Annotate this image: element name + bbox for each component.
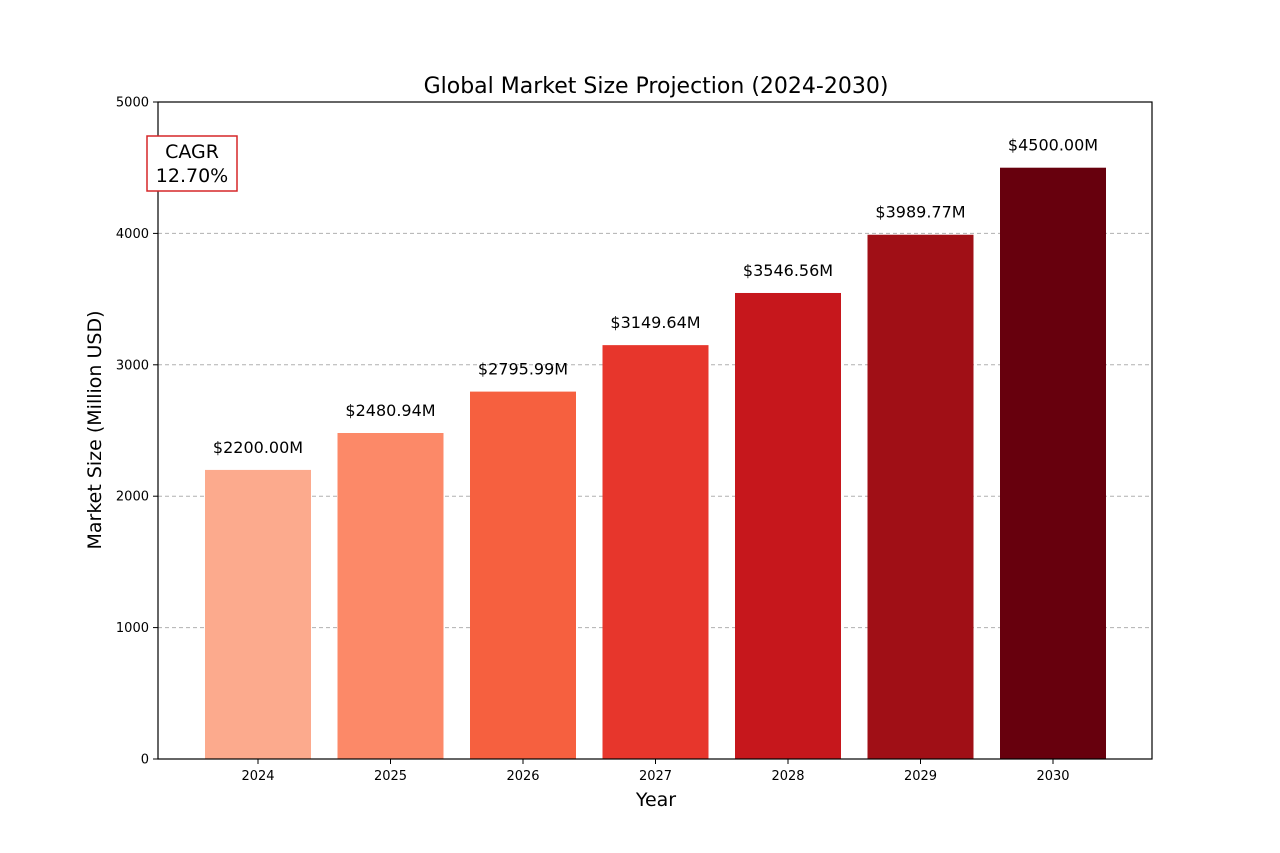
y-tick-label: 0 bbox=[141, 753, 149, 768]
cagr-title: CAGR bbox=[165, 141, 219, 163]
bar-2030 bbox=[1000, 167, 1106, 759]
bar-value-label: $4500.00M bbox=[1008, 136, 1098, 155]
bar-value-label: $2480.94M bbox=[345, 401, 435, 420]
x-tick-label: 2029 bbox=[904, 769, 937, 784]
y-tick-label: 4000 bbox=[116, 227, 149, 242]
chart-title: Global Market Size Projection (2024-2030… bbox=[424, 74, 889, 99]
bar-value-label: $3989.77M bbox=[875, 203, 965, 222]
x-tick-label: 2024 bbox=[241, 769, 274, 784]
bar-value-label: $2795.99M bbox=[478, 360, 568, 379]
cagr-annotation: CAGR 12.70% bbox=[146, 135, 238, 192]
x-axis-label: Year bbox=[635, 789, 676, 811]
x-tick-label: 2030 bbox=[1036, 769, 1069, 784]
x-tick-label: 2028 bbox=[771, 769, 804, 784]
x-tick-label: 2025 bbox=[374, 769, 407, 784]
bar-2024 bbox=[205, 469, 311, 759]
y-tick-label: 1000 bbox=[116, 621, 149, 636]
bar-value-label: $3546.56M bbox=[743, 261, 833, 280]
x-axis-ticks: 2024 2025 2026 2027 2028 2029 2030 bbox=[241, 759, 1070, 784]
x-tick-label: 2027 bbox=[639, 769, 672, 784]
y-tick-label: 5000 bbox=[116, 96, 149, 111]
bar-2026 bbox=[470, 391, 576, 759]
y-axis-ticks: 0 1000 2000 3000 4000 5000 bbox=[116, 96, 158, 768]
bar-2029 bbox=[867, 234, 974, 760]
bar-value-labels: $2200.00M $2480.94M $2795.99M $3149.64M $354… bbox=[213, 136, 1098, 457]
cagr-box-border bbox=[146, 135, 238, 192]
bar-2025 bbox=[337, 433, 444, 759]
bar-value-label: $2200.00M bbox=[213, 438, 303, 457]
bar-value-label: $3149.64M bbox=[610, 313, 700, 332]
y-tick-label: 2000 bbox=[116, 490, 149, 505]
bar-2027 bbox=[602, 345, 709, 759]
y-axis-label: Market Size (Million USD) bbox=[84, 310, 106, 549]
bars bbox=[205, 167, 1106, 760]
x-tick-label: 2026 bbox=[506, 769, 539, 784]
plot-frame bbox=[157, 101, 1153, 760]
cagr-value: 12.70% bbox=[156, 165, 228, 187]
y-tick-label: 3000 bbox=[116, 358, 149, 373]
bar-2028 bbox=[735, 292, 841, 759]
